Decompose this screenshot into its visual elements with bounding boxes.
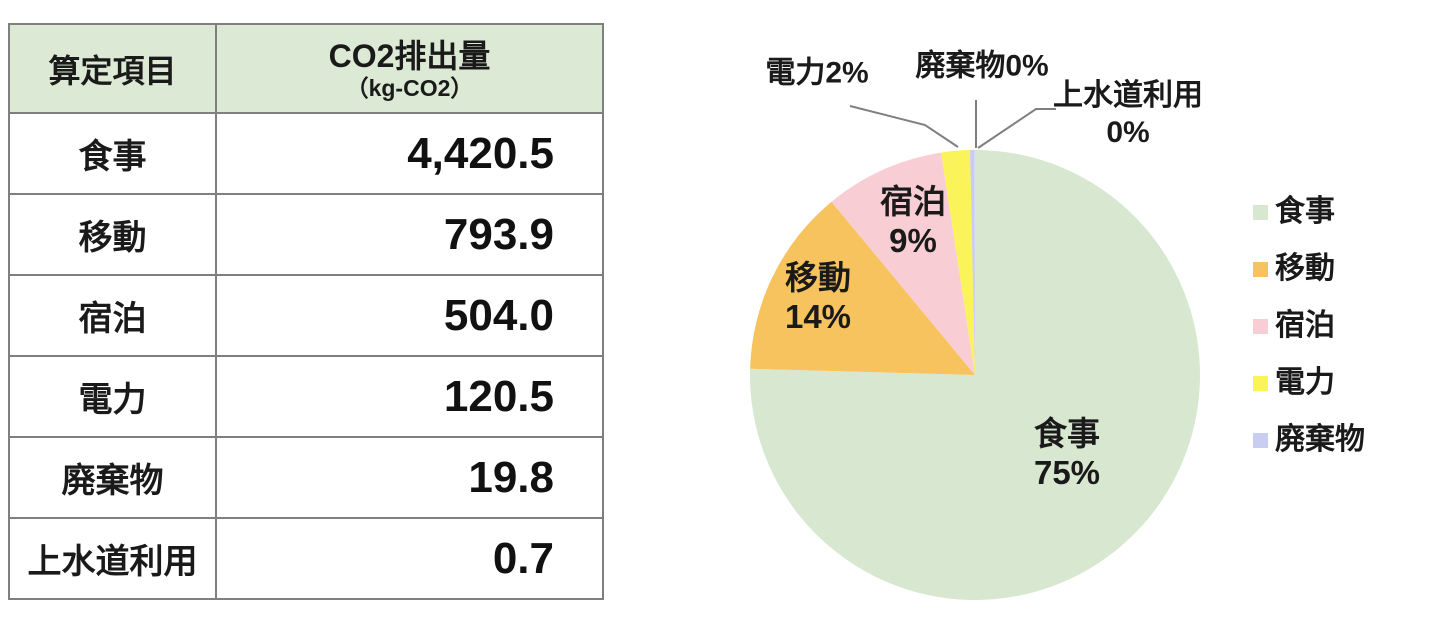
legend-swatch-denryoku xyxy=(1253,375,1268,391)
legend-label: 廃棄物 xyxy=(1275,423,1365,456)
pie-slice-食事 xyxy=(750,150,1201,600)
table-header-row: 算定項目 CO2排出量 （kg-CO2） xyxy=(8,23,604,114)
row-value: 4,420.5 xyxy=(215,112,604,195)
row-value: 19.8 xyxy=(215,436,604,519)
pie-label-idou-pct: 14% xyxy=(784,298,852,335)
pie-label-josuido: 上水道利用 0% xyxy=(1053,77,1203,151)
table-row: 宿泊 504.0 xyxy=(8,274,604,357)
legend-item-denryoku: 電力 xyxy=(1253,367,1365,399)
row-label: 電力 xyxy=(8,355,217,438)
pie-label-idou: 移動 14% xyxy=(785,258,851,336)
row-value: 0.7 xyxy=(215,517,604,600)
table-row: 廃棄物 19.8 xyxy=(8,436,604,519)
pie-label-haikibutsu-pct: 0% xyxy=(1005,49,1049,83)
row-value: 793.9 xyxy=(215,193,604,276)
pie-label-haikibutsu-name: 廃棄物 xyxy=(915,49,1006,83)
leader-line-josuido xyxy=(977,108,1056,149)
table-row: 電力 120.5 xyxy=(8,355,604,438)
legend-item-shukuhaku: 宿泊 xyxy=(1253,310,1365,342)
row-value: 504.0 xyxy=(215,274,604,357)
pie-slices xyxy=(750,149,1201,600)
pie-label-shukuhaku-name: 宿泊 xyxy=(880,183,946,220)
legend-swatch-idou xyxy=(1253,261,1268,277)
pie-label-haikibutsu: 廃棄物0% xyxy=(915,48,1048,85)
legend-label: 宿泊 xyxy=(1275,309,1335,342)
legend-item-shokuji: 食事 xyxy=(1253,196,1365,228)
pie-label-idou-name: 移動 xyxy=(785,259,851,296)
legend-swatch-shokuji xyxy=(1253,204,1268,220)
pie-slice-宿泊 xyxy=(831,152,975,375)
legend-item-idou: 移動 xyxy=(1253,253,1365,285)
legend-label: 移動 xyxy=(1275,252,1335,285)
leader-lines xyxy=(849,100,1056,149)
leader-line-denryoku xyxy=(849,105,959,148)
pie-slice-廃棄物 xyxy=(970,150,975,375)
pie-label-shokuji-pct: 75% xyxy=(1033,454,1101,491)
co2-header-unit: （kg-CO2） xyxy=(345,74,474,101)
pie-slice-電力 xyxy=(941,150,975,375)
legend-swatch-haikibutsu xyxy=(1253,432,1268,448)
co2-table: 算定項目 CO2排出量 （kg-CO2） 食事 4,420.5 移動 793.9… xyxy=(8,23,604,600)
pie-label-denryoku: 電力2% xyxy=(765,55,868,92)
table-row: 食事 4,420.5 xyxy=(8,112,604,195)
pie-label-shukuhaku-pct: 9% xyxy=(889,222,937,259)
pie-label-denryoku-name: 電力 xyxy=(765,56,826,90)
pie-chart xyxy=(750,100,1201,600)
chart-legend: 食事 移動 宿泊 電力 廃棄物 xyxy=(1253,196,1365,456)
row-label: 上水道利用 xyxy=(8,517,217,600)
table-header-value: CO2排出量 （kg-CO2） xyxy=(215,23,604,114)
pie-label-josuido-pct: 0% xyxy=(1106,116,1150,149)
pie-label-josuido-name: 上水道利用 xyxy=(1053,79,1203,112)
row-label: 宿泊 xyxy=(8,274,217,357)
pie-label-shokuji: 食事 75% xyxy=(1034,414,1100,492)
pie-label-shukuhaku: 宿泊 9% xyxy=(880,182,946,260)
table-row: 移動 793.9 xyxy=(8,193,604,276)
legend-swatch-shukuhaku xyxy=(1253,318,1268,334)
pie-label-shokuji-name: 食事 xyxy=(1034,415,1100,452)
row-label: 廃棄物 xyxy=(8,436,217,519)
pie-slice-移動 xyxy=(750,201,975,375)
table-row: 上水道利用 0.7 xyxy=(8,517,604,600)
row-value: 120.5 xyxy=(215,355,604,438)
legend-label: 食事 xyxy=(1275,195,1335,228)
table-header-item: 算定項目 xyxy=(8,23,217,114)
row-label: 食事 xyxy=(8,112,217,195)
co2-header-title: CO2排出量 xyxy=(328,37,491,74)
row-label: 移動 xyxy=(8,193,217,276)
pie-label-denryoku-pct: 2% xyxy=(825,56,869,90)
legend-label: 電力 xyxy=(1275,366,1335,399)
legend-item-haikibutsu: 廃棄物 xyxy=(1253,424,1365,456)
